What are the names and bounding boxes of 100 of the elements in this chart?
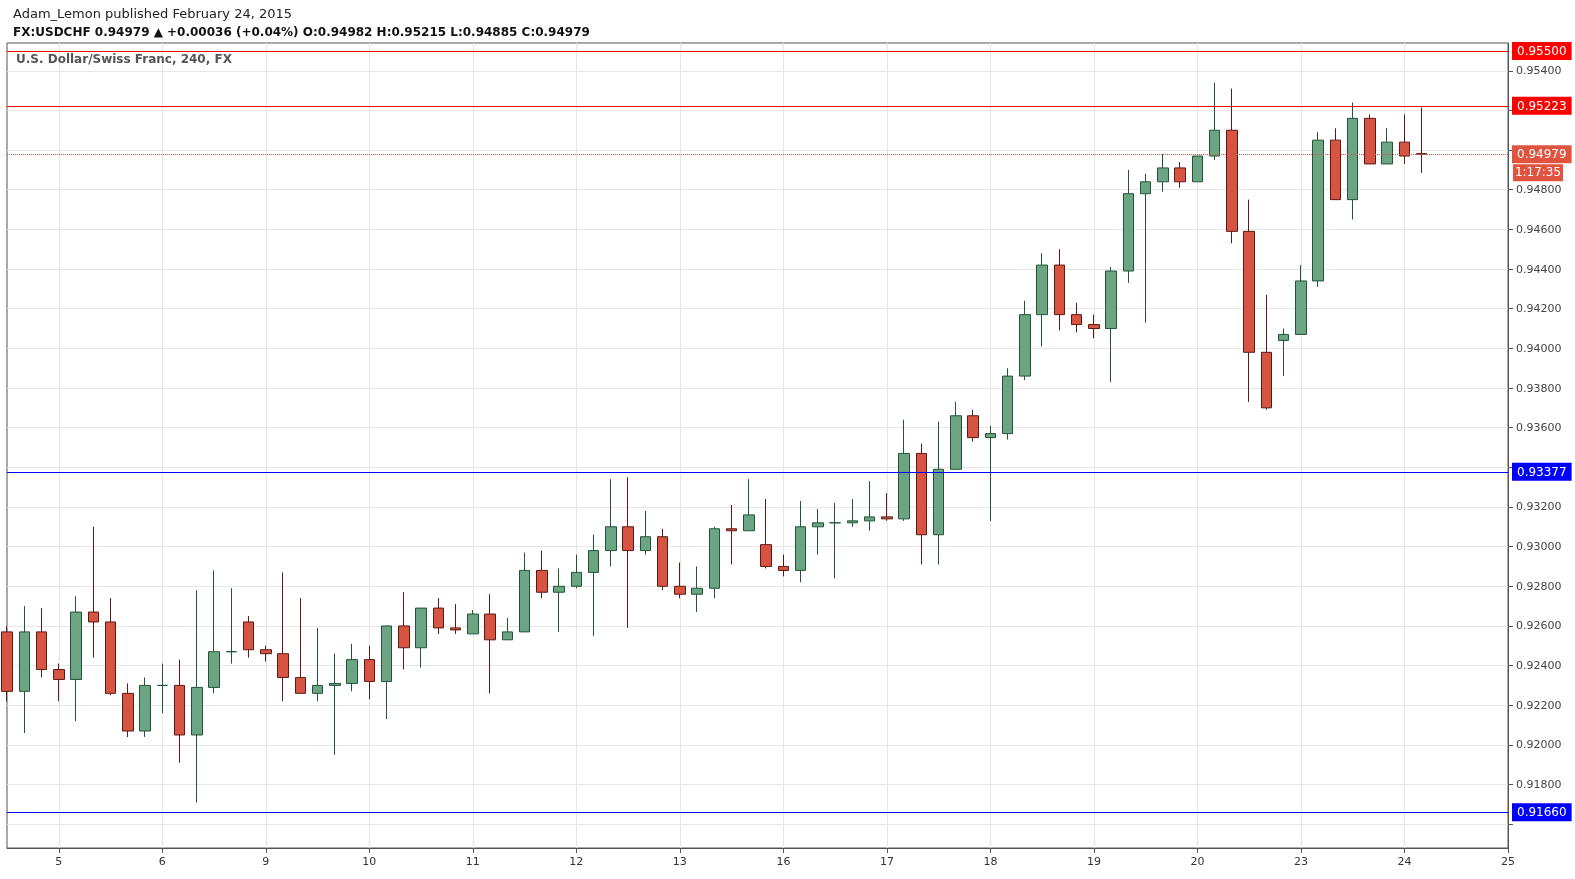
candlestick [812,508,824,556]
y-tick-label: 0.93200 [1516,500,1562,514]
y-tick-label: 0.94200 [1516,302,1562,316]
candlestick [933,421,944,565]
candlestick [1123,169,1134,284]
candlestick [985,425,996,522]
x-tick-label: 6 [158,855,166,868]
candlestick [898,419,910,522]
x-tick-label: 5 [55,855,63,868]
y-tick-label: 0.92400 [1516,659,1562,673]
x-tick-label: 10 [362,855,377,868]
candlestick [1157,153,1169,193]
candlestick [329,653,341,756]
candlestick [795,500,806,583]
ref-line-label: 0.93377 [1517,464,1567,479]
x-tick-label: 18 [983,855,998,868]
candlestick [1347,101,1358,220]
y-tick-label: 0.93000 [1516,540,1562,554]
candlestick [364,645,375,700]
x-tick-label: 11 [465,855,480,868]
x-tick-label: 25 [1501,855,1515,868]
candlestick [950,401,962,470]
y-tick-label: 0.94600 [1516,222,1562,236]
candlestick [208,569,220,694]
candlestick [760,498,772,569]
candlestick [1192,155,1203,183]
candlestick [122,682,134,738]
candlestick [1174,161,1186,189]
candlestick [916,443,927,565]
candlestick [829,502,841,579]
candlestick [1105,266,1117,383]
candlestick [1002,367,1013,441]
candlestick [864,480,875,532]
candlestick [1312,131,1324,288]
candlestick [381,625,392,720]
candlestick [1295,264,1307,335]
candlestick [1261,294,1272,411]
candlestick [674,561,686,599]
candlestick [605,478,617,567]
candlestick [1054,248,1065,331]
candlestick [1243,199,1255,403]
text: 1:17:35 [1514,165,1562,180]
x-tick-label: 9 [262,855,270,868]
x-tick-label: 12 [569,855,584,868]
candlestick [484,593,496,694]
candlestick [571,554,582,589]
candlestick [260,645,272,663]
y-tick-label: 0.92800 [1516,579,1562,593]
candlestick [1071,302,1082,333]
y-tick-label: 0.92600 [1516,619,1562,633]
y-tick-label: 0.92200 [1516,698,1562,712]
candlestick [191,589,203,803]
candlestick [709,526,720,599]
candlestick [1036,252,1048,347]
candlestick [226,587,237,665]
candlestick [1381,127,1393,165]
candlestick [881,492,893,522]
candlestick [415,607,427,669]
candlestick [657,528,668,591]
x-tick-label: 19 [1086,855,1101,868]
candlestick [691,565,703,613]
candlestick [778,554,789,577]
candlestick [553,567,565,633]
candlestick [450,603,461,635]
candlestick [295,597,306,694]
candlestick [70,595,82,722]
y-tick-label: 0.94400 [1516,262,1562,276]
candlestick [1019,300,1031,381]
x-tick-label: 20 [1190,855,1205,868]
candlestick [622,476,634,629]
candlestick [36,607,47,678]
y-tick-label: 0.94800 [1516,183,1562,197]
ref-line-label: 0.95500 [1517,43,1567,58]
candlestick [312,627,323,702]
candlestick [19,605,30,734]
x-tick-label: 17 [879,855,894,868]
y-tick-label: 0.93800 [1516,381,1562,395]
candlestick [1278,328,1289,377]
candlestick [588,534,599,637]
ref-line-label: 0.94979 [1517,147,1567,162]
chart-subtitle: FX:USDCHF 0.94979 ▲ +0.00036 (+0.04%) O:0.94982 H:0.95215 L:0.94885 C:0.94979 [13,25,590,39]
candlestick [743,478,755,532]
x-tick-label: 16 [776,855,791,868]
y-tick-label: 0.91800 [1516,778,1562,792]
y-tick-label: 0.93600 [1516,421,1562,435]
candlestick [139,676,151,738]
candlestick [53,663,65,702]
candlestick [1088,314,1100,339]
candlestick [88,526,99,659]
y-tick-label: 0.94000 [1516,341,1562,355]
y-tick-label: 0.95400 [1516,64,1562,78]
candlestick [174,659,185,764]
candlestick [105,597,116,696]
candlestick [967,409,979,443]
annotation: U.S. Dollar/Swiss Franc, 240, FX [16,52,233,66]
candlestick [640,510,651,556]
candlestick [519,552,530,633]
x-tick-label: 23 [1293,855,1308,868]
x-tick-label: 13 [672,855,687,868]
candlestick [346,643,358,692]
